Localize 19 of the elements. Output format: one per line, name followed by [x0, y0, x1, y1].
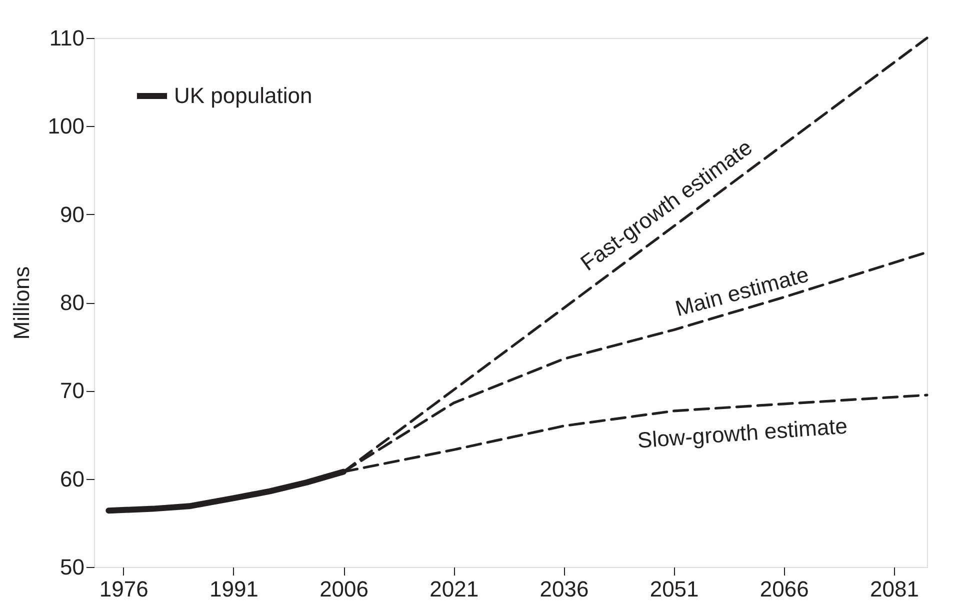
series-label: Slow-growth estimate	[636, 413, 848, 453]
y-tick-label: 80	[60, 290, 84, 315]
y-tick-label: 50	[60, 554, 84, 580]
x-tick-label: 1991	[209, 576, 258, 602]
y-axis-title: Millions	[8, 266, 34, 340]
y-tick-label: 70	[60, 378, 84, 404]
y-tick-label: 110	[49, 26, 84, 50]
legend-label: UK population	[174, 83, 312, 108]
y-tick-label: 60	[60, 466, 84, 492]
y-tick-label: 100	[48, 114, 84, 139]
text: Main estimate	[672, 262, 812, 322]
x-tick-label: 2021	[430, 576, 479, 602]
x-tick-label: 2066	[760, 576, 809, 602]
x-tick-label: 2006	[320, 576, 369, 602]
y-tick-label: 90	[60, 202, 84, 227]
x-tick-label: 2051	[650, 576, 699, 602]
x-tick-label: 2081	[870, 576, 919, 602]
x-tick-label: 1976	[99, 576, 148, 602]
x-tick-label: 2036	[540, 576, 589, 602]
